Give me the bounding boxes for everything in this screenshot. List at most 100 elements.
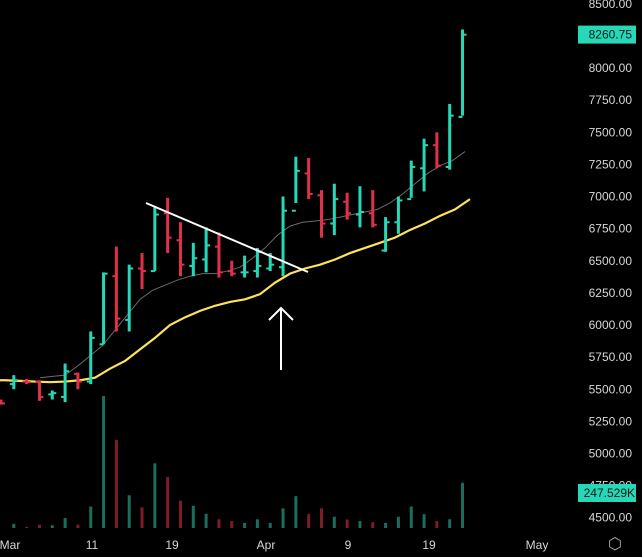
price-tick-label: 7500.00 [589, 125, 633, 139]
volume-bar [25, 526, 29, 528]
volume-bar [384, 522, 388, 528]
drawing-overlays [145, 202, 309, 370]
volume-bar [307, 514, 311, 528]
volume-bar [358, 521, 362, 528]
volume-bar [268, 522, 272, 528]
volume-bar [12, 523, 16, 528]
ohlc-bar [381, 217, 390, 252]
volume-bar [191, 505, 195, 528]
ohlc-bar [279, 196, 288, 277]
ohlc-bar [394, 196, 403, 234]
price-tick-label: 4500.00 [589, 511, 633, 525]
price-tick-label: 5250.00 [589, 414, 633, 428]
volume-bar [230, 521, 234, 528]
date-tick-label: 9 [345, 538, 352, 552]
moving-averages [0, 151, 471, 384]
volume-bar [178, 500, 182, 528]
volume-bar [50, 525, 54, 528]
ohlc-bar [407, 160, 416, 201]
volume-bar [63, 517, 67, 528]
volume-bar [217, 519, 221, 528]
volume-bar [37, 524, 41, 528]
settings-icon[interactable]: ⬡ [608, 536, 622, 553]
ohlc-bar [0, 399, 5, 405]
ohlc-bar [445, 104, 454, 170]
ohlc-bar [202, 227, 211, 273]
price-tick-label: 6250.00 [589, 286, 633, 300]
ohlc-bar [368, 190, 377, 228]
date-tick-label: 11 [86, 538, 99, 552]
price-tick-label: 8000.00 [589, 61, 633, 75]
date-tick-label: 19 [422, 538, 436, 552]
volume-bar [153, 463, 157, 528]
price-tick-label: 6750.00 [589, 222, 633, 236]
ohlc-bar [48, 390, 57, 400]
volume-bar [76, 524, 80, 528]
ohlc-bar [227, 260, 236, 277]
ohlc-bar [9, 375, 18, 390]
ohlc-bar [125, 264, 134, 332]
ohlc-bar [112, 246, 121, 332]
volume-bar [332, 516, 336, 528]
ohlc-bar [99, 272, 108, 346]
ohlc-bar [138, 253, 147, 290]
ohlc-bar [253, 247, 262, 278]
ohlc-bar [304, 158, 313, 200]
ohlc-bar [240, 255, 249, 278]
slow-moving-average-line [0, 198, 471, 384]
date-tick-label: Mar [0, 538, 20, 552]
ohlc-bar [150, 206, 159, 273]
ohlc-bar [317, 190, 326, 238]
volume-bar [409, 506, 413, 528]
volume-bar [243, 522, 247, 528]
ohlc-bar [355, 186, 364, 228]
price-tick-label: 7250.00 [589, 157, 633, 171]
volume-bar [140, 507, 144, 528]
last-price-badge [578, 25, 636, 44]
price-tick-label: 5750.00 [589, 350, 633, 364]
volume-bar [102, 396, 106, 528]
volume-bar [435, 521, 439, 528]
date-tick-label: 19 [165, 538, 179, 552]
volume-bar [294, 496, 298, 528]
volume-bar [281, 508, 285, 528]
volume-bar [448, 519, 452, 528]
price-tick-label: 7750.00 [589, 93, 633, 107]
volume-bar [371, 522, 375, 528]
ohlc-bar [86, 331, 95, 385]
volume-bar [255, 519, 259, 528]
price-tick-label: 5500.00 [589, 382, 633, 396]
volume-bar [345, 519, 349, 528]
volume-bar [204, 513, 208, 528]
ohlc-bar [343, 192, 352, 220]
ohlc-bar [291, 156, 300, 212]
ohlc-bar [458, 29, 467, 118]
ohlc-bar [214, 232, 223, 278]
last-volume-label: 247.529K [584, 486, 635, 500]
ohlc-bar [330, 183, 339, 236]
ohlc-bar [189, 242, 198, 277]
volume-bar [461, 482, 465, 528]
volume-bar [166, 477, 170, 528]
fast-moving-average-line [39, 151, 466, 379]
price-tick-label: 6500.00 [589, 254, 633, 268]
ohlc-bar [420, 138, 429, 192]
ohlc-bar [61, 363, 70, 403]
volume-bar [396, 516, 400, 528]
price-tick-label: 7000.00 [589, 190, 633, 204]
ohlc-bar [176, 222, 185, 277]
volume-bar [127, 495, 131, 528]
price-tick-label: 5000.00 [589, 446, 633, 460]
volume-bar [89, 506, 93, 528]
ohlc-bar [163, 197, 172, 254]
price-tick-label: 8500.00 [589, 0, 633, 11]
volume-bar [320, 508, 323, 528]
ohlc-bars [0, 29, 467, 405]
volume-bar [422, 514, 426, 528]
date-tick-label: May [526, 538, 549, 552]
ohlc-bar [22, 378, 31, 385]
last-volume-badge [578, 484, 636, 502]
ohlc-bar [432, 132, 441, 169]
